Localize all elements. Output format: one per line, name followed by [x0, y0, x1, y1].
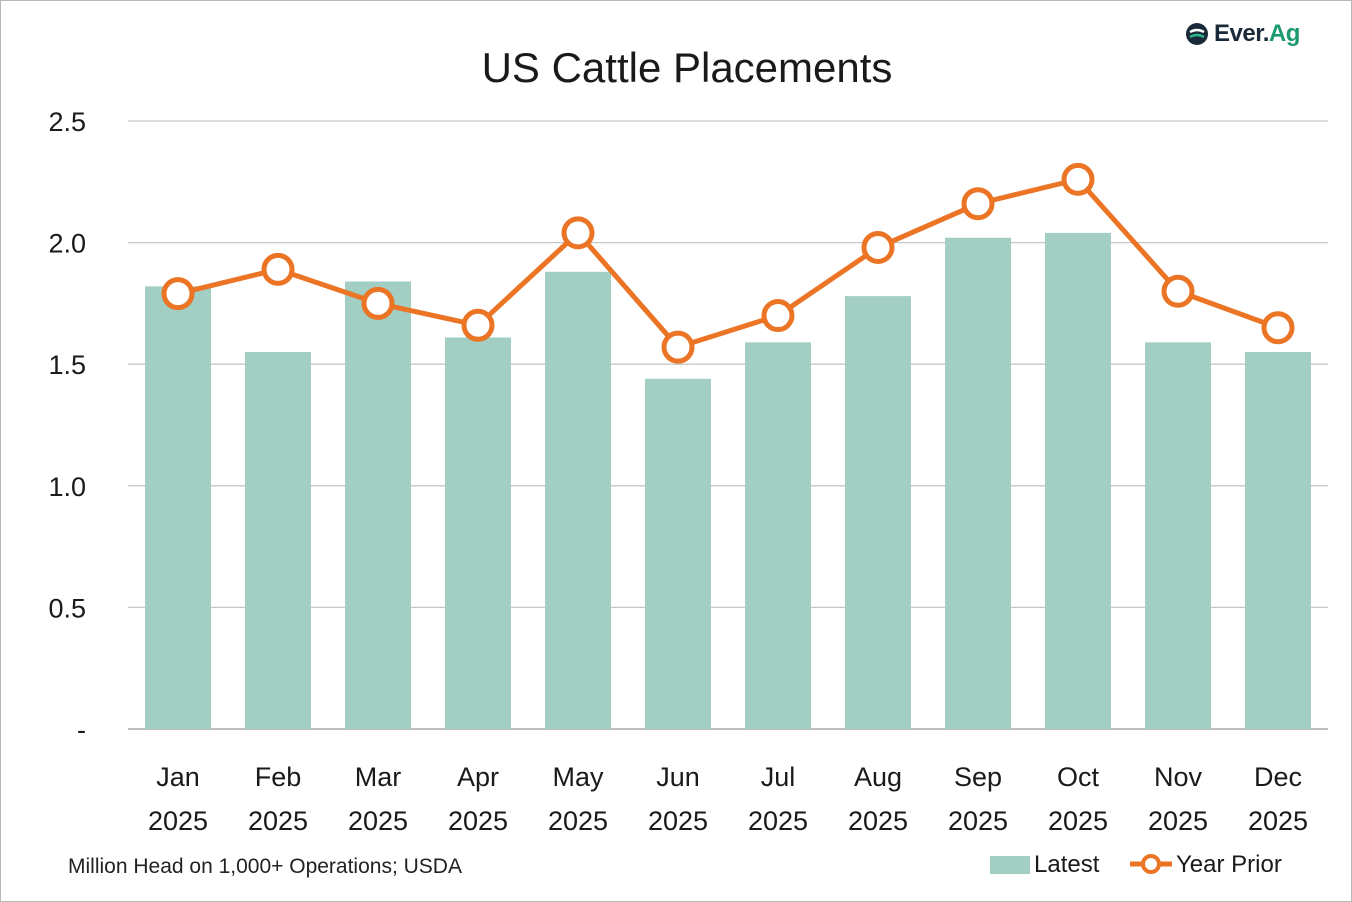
y-tick-label: - [77, 715, 86, 745]
line-marker [261, 252, 295, 286]
x-tick-label-month: Jan [156, 762, 200, 792]
gridlines [128, 120, 1328, 730]
legend-label-latest: Latest [1034, 851, 1100, 878]
x-tick-label-month: Jul [761, 762, 796, 792]
line-marker [961, 187, 995, 221]
x-tick-label-month: Feb [255, 762, 302, 792]
x-tick-label-year: 2025 [148, 806, 208, 836]
bar [945, 237, 1011, 729]
x-tick-label-month: Jun [656, 762, 700, 792]
y-tick-label: 2.0 [48, 229, 86, 259]
bar [145, 286, 211, 729]
everag-logo: Ever.Ag [1184, 18, 1300, 50]
line-marker [361, 286, 395, 320]
bar [1145, 342, 1211, 729]
everag-logo-text: Ever.Ag [1214, 20, 1300, 48]
logo-text-accent: Ag [1268, 20, 1301, 47]
y-tick-label: 2.5 [48, 107, 86, 137]
legend-swatch-marker [1141, 854, 1161, 874]
line-marker [1161, 274, 1195, 308]
line-marker [761, 299, 795, 333]
x-tick-label-year: 2025 [948, 806, 1008, 836]
line-marker [661, 330, 695, 364]
x-tick-label-year: 2025 [1148, 806, 1208, 836]
x-tick-label-month: Mar [355, 762, 402, 792]
bar [545, 271, 611, 729]
line-marker [561, 216, 595, 250]
line-marker [1061, 162, 1095, 196]
x-axis-ticks: Jan 2025 Feb 2025 Mar 2025 Apr 2025 May 2025 Jun 20… [148, 762, 1308, 836]
legend-swatch-latest [990, 856, 1030, 874]
x-tick-label-year: 2025 [1048, 806, 1108, 836]
bar [245, 352, 311, 729]
y-axis-ticks: - 0.5 1.0 1.5 2.0 2.5 [48, 107, 86, 745]
line-marker [861, 230, 895, 264]
x-tick-label-year: 2025 [848, 806, 908, 836]
bar [345, 281, 411, 729]
bar [445, 337, 511, 729]
x-tick-label-month: Dec [1254, 762, 1302, 792]
legend-label-year-prior: Year Prior [1176, 851, 1282, 878]
x-tick-label-year: 2025 [548, 806, 608, 836]
y-tick-label: 1.5 [48, 350, 86, 380]
x-tick-label-month: Nov [1154, 762, 1203, 792]
bar [745, 342, 811, 729]
series-line [177, 176, 1279, 350]
bar [645, 378, 711, 729]
x-tick-label-month: Oct [1057, 762, 1100, 792]
bar [1045, 232, 1111, 729]
logo-text-main: Ever. [1214, 20, 1269, 47]
bars-latest [145, 232, 1311, 729]
y-tick-label: 0.5 [48, 593, 86, 623]
y-tick-label: 1.0 [48, 472, 86, 502]
source-note: Million Head on 1,000+ Operations; USDA [68, 855, 462, 878]
line-year-prior [161, 162, 1295, 364]
x-tick-label-month: May [552, 762, 604, 792]
x-tick-label-year: 2025 [348, 806, 408, 836]
chart-title: US Cattle Placements [481, 44, 893, 91]
bar [845, 296, 911, 729]
x-tick-label-year: 2025 [748, 806, 808, 836]
line-marker [1261, 311, 1295, 345]
legend: Latest Year Prior [990, 851, 1282, 878]
x-tick-label-year: 2025 [648, 806, 708, 836]
x-tick-label-month: Sep [954, 762, 1002, 792]
line-marker [461, 308, 495, 342]
x-tick-label-year: 2025 [448, 806, 508, 836]
line-marker [161, 277, 195, 311]
bar [1245, 352, 1311, 729]
x-tick-label-year: 2025 [248, 806, 308, 836]
everag-logo-icon [1186, 23, 1208, 45]
x-tick-label-month: Apr [457, 762, 499, 792]
x-tick-label-year: 2025 [1248, 806, 1308, 836]
x-tick-label-month: Aug [854, 762, 902, 792]
